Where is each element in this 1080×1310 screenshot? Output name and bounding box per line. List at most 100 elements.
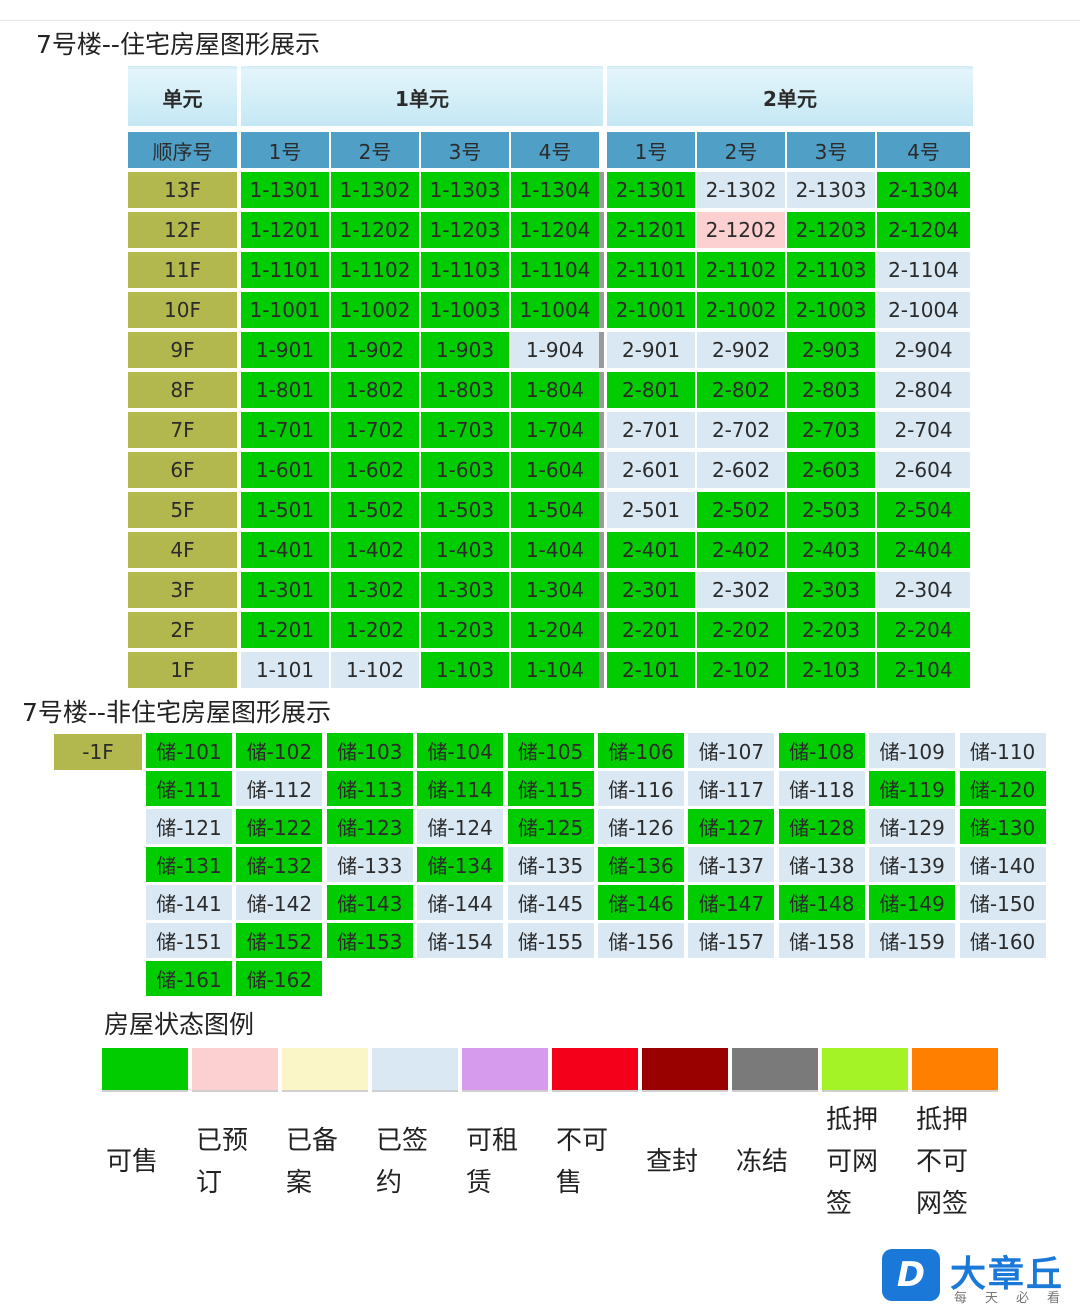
storage-room-cell[interactable]: 储-118: [778, 771, 865, 806]
room-cell[interactable]: 2-1103: [787, 252, 875, 288]
storage-room-cell[interactable]: 储-101: [146, 733, 232, 768]
storage-room-cell[interactable]: 储-133: [326, 847, 413, 882]
room-cell[interactable]: 1-901: [241, 332, 329, 368]
room-cell[interactable]: 2-1301: [607, 172, 695, 208]
room-cell[interactable]: 1-404: [511, 532, 599, 568]
storage-room-cell[interactable]: 储-161: [146, 961, 232, 996]
room-cell[interactable]: 1-703: [421, 412, 509, 448]
room-cell[interactable]: 1-1102: [331, 252, 419, 288]
room-cell[interactable]: 1-701: [241, 412, 329, 448]
storage-room-cell[interactable]: 储-123: [326, 809, 413, 844]
room-cell[interactable]: 2-101: [607, 652, 695, 688]
room-cell[interactable]: 1-104: [511, 652, 599, 688]
room-cell[interactable]: 2-204: [877, 612, 970, 648]
room-cell[interactable]: 2-1001: [607, 292, 695, 328]
room-cell[interactable]: 2-902: [697, 332, 785, 368]
room-cell[interactable]: 1-1002: [331, 292, 419, 328]
room-cell[interactable]: 1-903: [421, 332, 509, 368]
room-cell[interactable]: 2-901: [607, 332, 695, 368]
storage-room-cell[interactable]: 储-124: [417, 809, 504, 844]
room-cell[interactable]: 1-1001: [241, 292, 329, 328]
storage-room-cell[interactable]: 储-132: [236, 847, 323, 882]
room-cell[interactable]: 1-502: [331, 492, 419, 528]
room-cell[interactable]: 2-603: [787, 452, 875, 488]
room-cell[interactable]: 2-1104: [877, 252, 970, 288]
storage-room-cell[interactable]: 储-140: [959, 847, 1046, 882]
room-cell[interactable]: 1-402: [331, 532, 419, 568]
storage-room-cell[interactable]: 储-108: [778, 733, 865, 768]
room-cell[interactable]: 2-601: [607, 452, 695, 488]
storage-room-cell[interactable]: 储-145: [507, 885, 594, 920]
room-cell[interactable]: 1-904: [511, 332, 599, 368]
room-cell[interactable]: 1-1103: [421, 252, 509, 288]
storage-room-cell[interactable]: 储-114: [417, 771, 504, 806]
room-cell[interactable]: 1-1302: [331, 172, 419, 208]
room-cell[interactable]: 1-203: [421, 612, 509, 648]
room-cell[interactable]: 2-704: [877, 412, 970, 448]
room-cell[interactable]: 2-303: [787, 572, 875, 608]
storage-room-cell[interactable]: 储-156: [598, 923, 684, 958]
room-cell[interactable]: 1-1304: [511, 172, 599, 208]
room-cell[interactable]: 1-804: [511, 372, 599, 408]
room-cell[interactable]: 1-201: [241, 612, 329, 648]
room-cell[interactable]: 2-1203: [787, 212, 875, 248]
storage-room-cell[interactable]: 储-113: [326, 771, 413, 806]
storage-room-cell[interactable]: 储-159: [869, 923, 956, 958]
storage-room-cell[interactable]: 储-136: [598, 847, 684, 882]
storage-room-cell[interactable]: 储-129: [869, 809, 956, 844]
room-cell[interactable]: 1-504: [511, 492, 599, 528]
room-cell[interactable]: 1-303: [421, 572, 509, 608]
room-cell[interactable]: 1-601: [241, 452, 329, 488]
room-cell[interactable]: 2-401: [607, 532, 695, 568]
room-cell[interactable]: 2-1204: [877, 212, 970, 248]
room-cell[interactable]: 1-302: [331, 572, 419, 608]
room-cell[interactable]: 1-801: [241, 372, 329, 408]
room-cell[interactable]: 2-502: [697, 492, 785, 528]
storage-room-cell[interactable]: 储-120: [959, 771, 1046, 806]
room-cell[interactable]: 1-602: [331, 452, 419, 488]
room-cell[interactable]: 2-702: [697, 412, 785, 448]
room-cell[interactable]: 1-1203: [421, 212, 509, 248]
room-cell[interactable]: 1-1303: [421, 172, 509, 208]
room-cell[interactable]: 1-1204: [511, 212, 599, 248]
storage-room-cell[interactable]: 储-121: [146, 809, 232, 844]
storage-room-cell[interactable]: 储-109: [869, 733, 956, 768]
room-cell[interactable]: 2-304: [877, 572, 970, 608]
room-cell[interactable]: 1-501: [241, 492, 329, 528]
storage-room-cell[interactable]: 储-142: [236, 885, 323, 920]
room-cell[interactable]: 1-103: [421, 652, 509, 688]
storage-room-cell[interactable]: 储-128: [778, 809, 865, 844]
storage-room-cell[interactable]: 储-107: [688, 733, 775, 768]
storage-room-cell[interactable]: 储-158: [778, 923, 865, 958]
storage-room-cell[interactable]: 储-115: [507, 771, 594, 806]
storage-room-cell[interactable]: 储-139: [869, 847, 956, 882]
room-cell[interactable]: 2-803: [787, 372, 875, 408]
room-cell[interactable]: 2-1101: [607, 252, 695, 288]
storage-room-cell[interactable]: 储-112: [236, 771, 323, 806]
room-cell[interactable]: 2-403: [787, 532, 875, 568]
room-cell[interactable]: 1-604: [511, 452, 599, 488]
storage-room-cell[interactable]: 储-157: [688, 923, 775, 958]
room-cell[interactable]: 1-403: [421, 532, 509, 568]
storage-room-cell[interactable]: 储-162: [236, 961, 323, 996]
room-cell[interactable]: 2-302: [697, 572, 785, 608]
storage-room-cell[interactable]: 储-122: [236, 809, 323, 844]
room-cell[interactable]: 1-1104: [511, 252, 599, 288]
room-cell[interactable]: 2-1102: [697, 252, 785, 288]
storage-room-cell[interactable]: 储-104: [417, 733, 504, 768]
room-cell[interactable]: 2-1002: [697, 292, 785, 328]
storage-room-cell[interactable]: 储-160: [959, 923, 1046, 958]
room-cell[interactable]: 1-1003: [421, 292, 509, 328]
room-cell[interactable]: 2-301: [607, 572, 695, 608]
room-cell[interactable]: 2-602: [697, 452, 785, 488]
room-cell[interactable]: 2-1004: [877, 292, 970, 328]
room-cell[interactable]: 2-1303: [787, 172, 875, 208]
storage-room-cell[interactable]: 储-125: [507, 809, 594, 844]
storage-room-cell[interactable]: 储-102: [236, 733, 323, 768]
room-cell[interactable]: 1-803: [421, 372, 509, 408]
room-cell[interactable]: 2-802: [697, 372, 785, 408]
storage-room-cell[interactable]: 储-152: [236, 923, 323, 958]
room-cell[interactable]: 2-504: [877, 492, 970, 528]
room-cell[interactable]: 2-103: [787, 652, 875, 688]
storage-room-cell[interactable]: 储-155: [507, 923, 594, 958]
